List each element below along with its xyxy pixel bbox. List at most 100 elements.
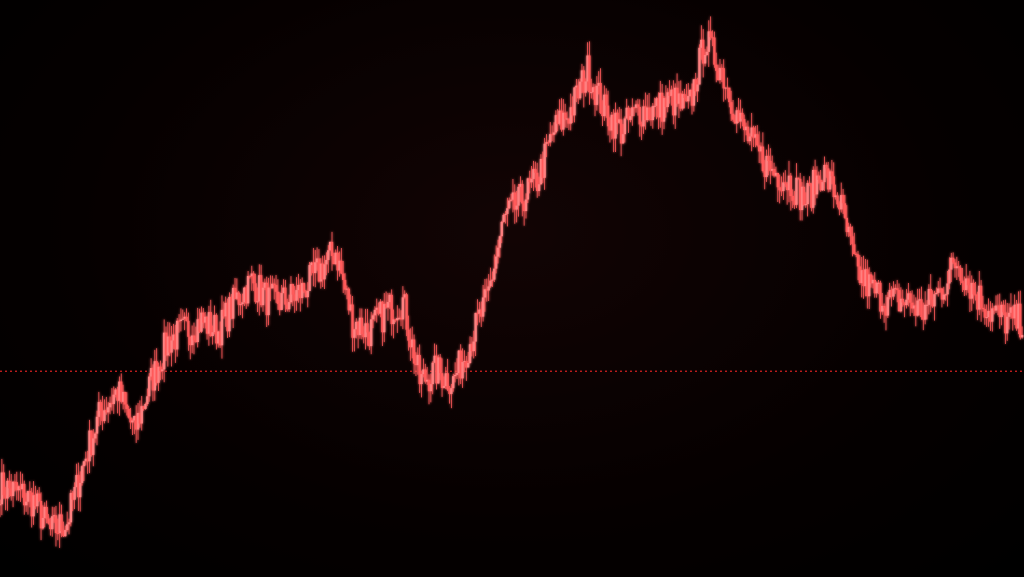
candle <box>959 267 962 281</box>
candle <box>873 279 876 294</box>
candle <box>1019 303 1022 338</box>
candle <box>347 288 350 311</box>
candle <box>892 288 895 297</box>
candle <box>950 257 953 270</box>
candle <box>748 136 752 142</box>
candle <box>323 264 326 280</box>
candle <box>793 200 796 205</box>
candle <box>261 287 265 306</box>
candle <box>148 376 151 397</box>
candle <box>1009 307 1013 313</box>
candle <box>125 404 129 409</box>
candle <box>616 112 619 123</box>
candle <box>291 284 295 295</box>
candle <box>358 317 362 335</box>
candle <box>293 294 296 301</box>
candle <box>315 258 319 263</box>
candle <box>332 255 336 265</box>
candle <box>183 316 186 319</box>
candle <box>450 388 453 394</box>
candle <box>431 362 434 385</box>
candle <box>759 146 763 152</box>
candle <box>875 282 878 294</box>
candle <box>836 195 839 205</box>
candle <box>392 319 395 324</box>
candle <box>927 288 931 305</box>
candle <box>670 89 673 96</box>
candle <box>478 309 481 314</box>
candle <box>134 416 138 430</box>
candle <box>746 126 750 142</box>
candle <box>80 466 84 483</box>
candle <box>185 316 188 321</box>
candle <box>9 488 13 497</box>
candle <box>172 334 175 341</box>
candle <box>485 289 489 291</box>
candle <box>905 299 908 306</box>
candle <box>1020 335 1024 338</box>
candle <box>653 105 656 107</box>
candle <box>562 112 565 130</box>
candle <box>981 307 985 310</box>
candle <box>220 309 224 346</box>
candle <box>369 319 373 347</box>
candle <box>343 279 347 290</box>
candle <box>403 294 406 298</box>
candle <box>466 362 470 368</box>
candle <box>750 127 753 137</box>
candle <box>269 287 272 289</box>
candle <box>112 394 115 404</box>
candle <box>871 279 875 284</box>
candle <box>513 192 516 210</box>
candle <box>379 301 382 314</box>
candle <box>614 112 617 139</box>
candle <box>314 262 317 273</box>
candle <box>881 306 884 312</box>
candle <box>110 402 114 404</box>
candle <box>612 114 615 139</box>
candle <box>49 523 52 530</box>
candle <box>317 258 321 282</box>
candle <box>666 92 669 107</box>
candle <box>166 336 170 356</box>
candle <box>457 350 461 374</box>
candle <box>731 113 735 120</box>
candle <box>681 94 684 109</box>
candle <box>550 134 554 136</box>
candle <box>838 204 841 210</box>
candle <box>560 110 563 130</box>
candle <box>938 288 942 290</box>
candle <box>537 184 541 191</box>
candle <box>213 315 216 333</box>
candle <box>0 504 2 506</box>
candle <box>672 89 675 116</box>
candle <box>558 110 561 124</box>
candle <box>177 320 181 322</box>
candle <box>819 179 822 191</box>
candle <box>446 373 449 390</box>
candle <box>815 175 819 195</box>
candle <box>752 127 755 138</box>
candle <box>530 178 533 183</box>
candle <box>655 98 658 106</box>
candle <box>245 287 248 304</box>
candle <box>918 299 921 301</box>
candle <box>677 93 681 104</box>
candle <box>895 288 899 291</box>
candle <box>754 134 757 138</box>
candle <box>88 430 91 462</box>
candle <box>603 94 606 117</box>
candle <box>774 173 778 176</box>
candle <box>916 300 919 316</box>
candle <box>634 104 638 108</box>
candle <box>1015 304 1018 329</box>
candle <box>847 226 850 232</box>
candle <box>194 340 198 342</box>
candle <box>504 213 507 215</box>
candle <box>272 283 276 286</box>
candle <box>52 515 56 517</box>
candle <box>131 420 134 423</box>
candle <box>356 321 360 335</box>
candle <box>651 106 655 121</box>
candle <box>472 341 475 352</box>
